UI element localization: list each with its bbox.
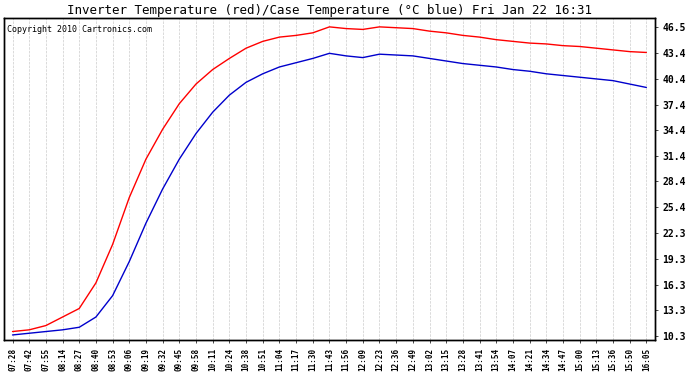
Text: Copyright 2010 Cartronics.com: Copyright 2010 Cartronics.com — [8, 25, 152, 34]
Title: Inverter Temperature (red)/Case Temperature (°C blue) Fri Jan 22 16:31: Inverter Temperature (red)/Case Temperat… — [67, 4, 592, 17]
